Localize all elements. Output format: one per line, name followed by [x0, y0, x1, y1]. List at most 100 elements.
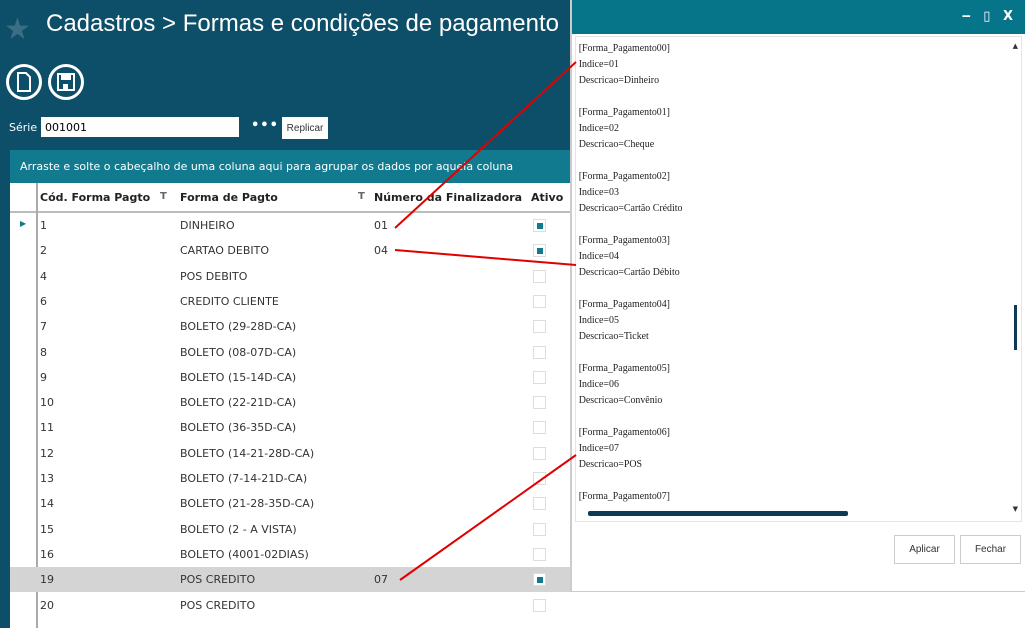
page-title: Cadastros > Formas e condições de pagame… — [46, 10, 559, 37]
cell-forma: BOLETO (2 - A VISTA) — [180, 522, 297, 536]
cell-cod: 14 — [40, 497, 54, 511]
aplicar-button[interactable]: Aplicar — [894, 535, 955, 564]
grid-header: Cód. Forma Pagto T Forma de Pagto T Núme… — [10, 183, 575, 213]
cell-cod: 4 — [40, 269, 47, 283]
row-indicator-divider — [36, 183, 38, 628]
scroll-down-icon[interactable]: ▼ — [1012, 505, 1018, 513]
scroll-up-icon[interactable]: ▲ — [1012, 42, 1018, 50]
cell-forma: BOLETO (22-21D-CA) — [180, 396, 297, 410]
table-row[interactable]: 13 BOLETO (7-14-21D-CA) — [10, 466, 575, 491]
vertical-scrollbar[interactable] — [1014, 305, 1017, 350]
table-row[interactable]: 16 BOLETO (4001-02DIAS) — [10, 542, 575, 567]
table-row[interactable]: 8 BOLETO (08-07D-CA) — [10, 340, 575, 365]
table-row[interactable]: 10 BOLETO (22-21D-CA) — [10, 390, 575, 415]
filter-icon[interactable]: T — [358, 191, 365, 202]
cell-forma: BOLETO (7-14-21D-CA) — [180, 472, 308, 485]
ativo-checkbox[interactable] — [533, 320, 546, 334]
cell-cod: 2 — [40, 244, 47, 258]
serie-lookup-button[interactable]: ••• — [251, 118, 279, 133]
cell-cod: 16 — [40, 547, 54, 561]
ini-text: [Forma_Pagamento00] Indice=01 Descricao=… — [578, 42, 683, 502]
table-row[interactable]: 2 CARTAO DEBITO 04 — [10, 238, 575, 263]
column-header-forma[interactable]: Forma de Pagto — [180, 191, 278, 204]
table-row[interactable]: 19 POS CREDITO 07 — [10, 567, 575, 593]
cell-forma: BOLETO (4001-02DIAS) — [180, 547, 309, 561]
cell-forma: CREDITO CLIENTE — [180, 294, 279, 308]
window-controls[interactable]: ‒ ▯ X — [961, 9, 1017, 24]
group-panel[interactable]: Arraste e solte o cabeçalho de uma colun… — [10, 150, 575, 183]
table-row[interactable]: 11 BOLETO (36-35D-CA) — [10, 415, 575, 440]
replicar-button[interactable]: Replicar — [282, 117, 328, 139]
ativo-checkbox[interactable] — [533, 269, 546, 283]
table-row[interactable]: 6 CREDITO CLIENTE — [10, 289, 575, 314]
table-row[interactable]: 4 POS DEBITO — [10, 264, 575, 289]
cell-forma: BOLETO (36-35D-CA) — [180, 421, 297, 435]
ativo-checkbox[interactable] — [533, 472, 546, 485]
cell-forma: BOLETO (21-28-35D-CA) — [180, 497, 315, 511]
cell-cod: 12 — [40, 446, 54, 460]
current-row-indicator-icon: ▶ — [20, 219, 27, 228]
column-header-ativo[interactable]: Ativo — [531, 191, 564, 204]
ativo-checkbox[interactable] — [533, 522, 546, 536]
ativo-checkbox[interactable] — [533, 370, 546, 384]
table-row[interactable]: ▶ 1 DINHEIRO 01 — [10, 213, 575, 238]
cell-cod: 10 — [40, 396, 54, 410]
cell-forma: DINHEIRO — [180, 219, 235, 232]
ativo-checkbox[interactable] — [533, 345, 546, 359]
new-button[interactable] — [6, 64, 42, 100]
cell-forma: CARTAO DEBITO — [180, 244, 269, 258]
save-button[interactable] — [48, 64, 84, 100]
save-icon — [57, 73, 75, 91]
ativo-checkbox[interactable] — [533, 244, 546, 258]
serie-input[interactable] — [41, 117, 239, 137]
cell-cod: 8 — [40, 345, 47, 359]
ativo-checkbox[interactable] — [533, 547, 546, 561]
cell-cod: 20 — [40, 598, 54, 612]
cell-numero: 07 — [374, 573, 388, 587]
table-row[interactable]: 9 BOLETO (15-14D-CA) — [10, 365, 575, 390]
column-header-numero[interactable]: Número da Finalizadora — [374, 191, 523, 204]
cell-cod: 6 — [40, 294, 47, 308]
filter-icon[interactable]: T — [160, 191, 167, 202]
ativo-checkbox[interactable] — [533, 294, 546, 308]
new-document-icon — [17, 72, 31, 92]
ativo-checkbox[interactable] — [533, 598, 546, 612]
cell-cod: 15 — [40, 522, 54, 536]
cell-cod: 9 — [40, 370, 47, 384]
cell-forma: POS CREDITO — [180, 573, 256, 587]
dialog-title-bar[interactable]: ‒ ▯ X — [572, 0, 1025, 34]
ativo-checkbox[interactable] — [533, 219, 546, 232]
ini-text-area[interactable]: [Forma_Pagamento00] Indice=01 Descricao=… — [575, 36, 1022, 522]
cell-forma: BOLETO (14-21-28D-CA) — [180, 446, 315, 460]
cell-numero: 01 — [374, 219, 388, 232]
cell-forma: POS DEBITO — [180, 269, 248, 283]
cell-cod: 1 — [40, 219, 47, 232]
table-row[interactable]: 7 BOLETO (29-28D-CA) — [10, 314, 575, 339]
table-row[interactable]: 15 BOLETO (2 - A VISTA) — [10, 517, 575, 542]
ativo-checkbox[interactable] — [533, 446, 546, 460]
cell-cod: 13 — [40, 472, 54, 485]
cell-cod: 11 — [40, 421, 54, 435]
table-row[interactable]: 20 POS CREDITO — [10, 593, 575, 618]
fechar-button[interactable]: Fechar — [960, 535, 1021, 564]
cell-forma: BOLETO (15-14D-CA) — [180, 370, 297, 384]
table-row[interactable]: 12 BOLETO (14-21-28D-CA) — [10, 441, 575, 466]
serie-label: Série — [9, 121, 38, 134]
ativo-checkbox[interactable] — [533, 396, 546, 410]
cell-forma: POS CREDITO — [180, 598, 256, 612]
ini-editor-dialog: ‒ ▯ X [Forma_Pagamento00] Indice=01 Desc… — [570, 0, 1025, 592]
payment-grid: Arraste e solte o cabeçalho de uma colun… — [10, 150, 575, 628]
favorite-star-icon[interactable]: ★ — [4, 12, 31, 47]
ativo-checkbox[interactable] — [533, 421, 546, 435]
horizontal-scrollbar[interactable] — [588, 511, 848, 516]
cell-forma: BOLETO (29-28D-CA) — [180, 320, 297, 334]
column-header-cod[interactable]: Cód. Forma Pagto — [40, 191, 151, 204]
main-window: ★ Cadastros > Formas e condições de paga… — [0, 0, 575, 628]
cell-cod: 7 — [40, 320, 47, 334]
cell-forma: BOLETO (08-07D-CA) — [180, 345, 297, 359]
cell-cod: 19 — [40, 573, 54, 587]
cell-numero: 04 — [374, 244, 388, 258]
ativo-checkbox[interactable] — [533, 497, 546, 511]
table-row[interactable]: 14 BOLETO (21-28-35D-CA) — [10, 491, 575, 516]
ativo-checkbox[interactable] — [533, 573, 546, 587]
